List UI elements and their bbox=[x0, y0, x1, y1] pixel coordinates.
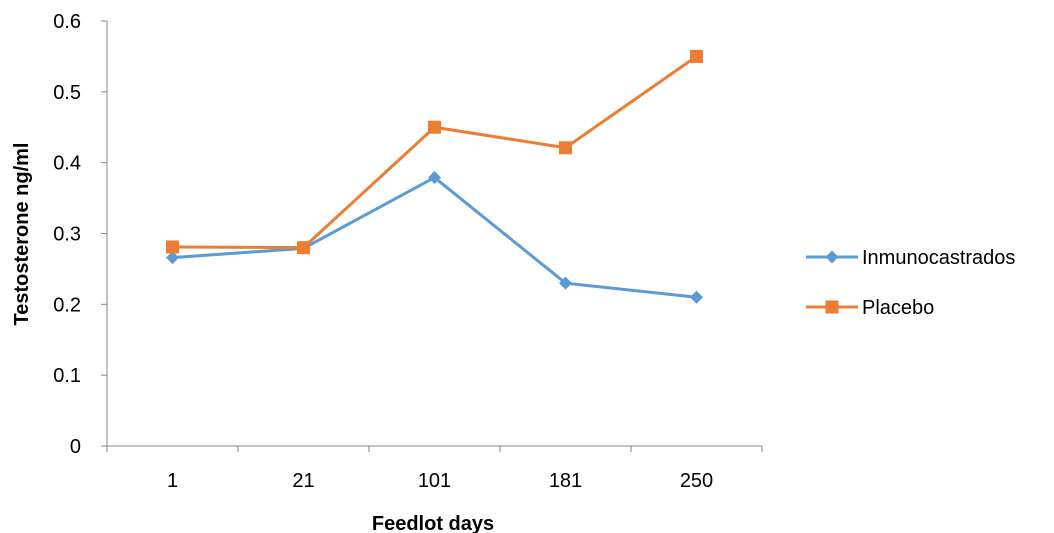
y-axis-title: Testosterone ng/ml bbox=[11, 143, 33, 326]
legend-item: Inmunocastrados bbox=[806, 247, 1015, 269]
series-line bbox=[172, 55, 698, 250]
y-tick-label: 0.5 bbox=[53, 82, 81, 104]
x-tick-label: 101 bbox=[418, 470, 451, 492]
data-point bbox=[690, 290, 703, 304]
x-tick-labels: 1 21 101 181 250 bbox=[167, 470, 713, 492]
x-tick-label: 181 bbox=[549, 470, 582, 492]
series-placebo bbox=[166, 49, 703, 255]
x-axis-title: Feedlot days bbox=[372, 513, 494, 533]
data-point bbox=[166, 251, 179, 265]
x-tick-label: 250 bbox=[680, 470, 713, 492]
legend-swatch-marker bbox=[825, 250, 839, 264]
data-point bbox=[428, 171, 441, 185]
data-point bbox=[559, 141, 572, 155]
y-tick-label: 0.6 bbox=[53, 11, 81, 33]
legend: Inmunocastrados Placebo bbox=[806, 247, 1015, 319]
y-tick-labels: 0 0.1 0.2 0.3 0.4 0.5 0.6 bbox=[53, 11, 81, 458]
data-point bbox=[297, 241, 310, 255]
legend-label: Inmunocastrados bbox=[862, 247, 1015, 269]
y-tick-label: 0.2 bbox=[53, 294, 81, 316]
y-tick-label: 0 bbox=[70, 436, 81, 458]
data-point bbox=[690, 49, 703, 63]
y-tick-label: 0.1 bbox=[53, 365, 81, 387]
x-tick-label: 1 bbox=[167, 470, 178, 492]
data-point bbox=[428, 120, 441, 134]
series-line bbox=[172, 176, 697, 299]
data-point bbox=[166, 240, 179, 254]
data-point bbox=[559, 276, 572, 290]
legend-item: Placebo bbox=[806, 297, 934, 319]
legend-swatch-marker bbox=[825, 300, 839, 314]
chart-axes bbox=[101, 20, 763, 452]
series-inmunocastrados bbox=[166, 171, 703, 304]
y-tick-label: 0.4 bbox=[53, 153, 81, 175]
series-layer bbox=[166, 49, 703, 304]
legend-label: Placebo bbox=[862, 297, 934, 319]
x-tick-label: 21 bbox=[292, 470, 314, 492]
y-tick-label: 0.3 bbox=[53, 224, 81, 246]
